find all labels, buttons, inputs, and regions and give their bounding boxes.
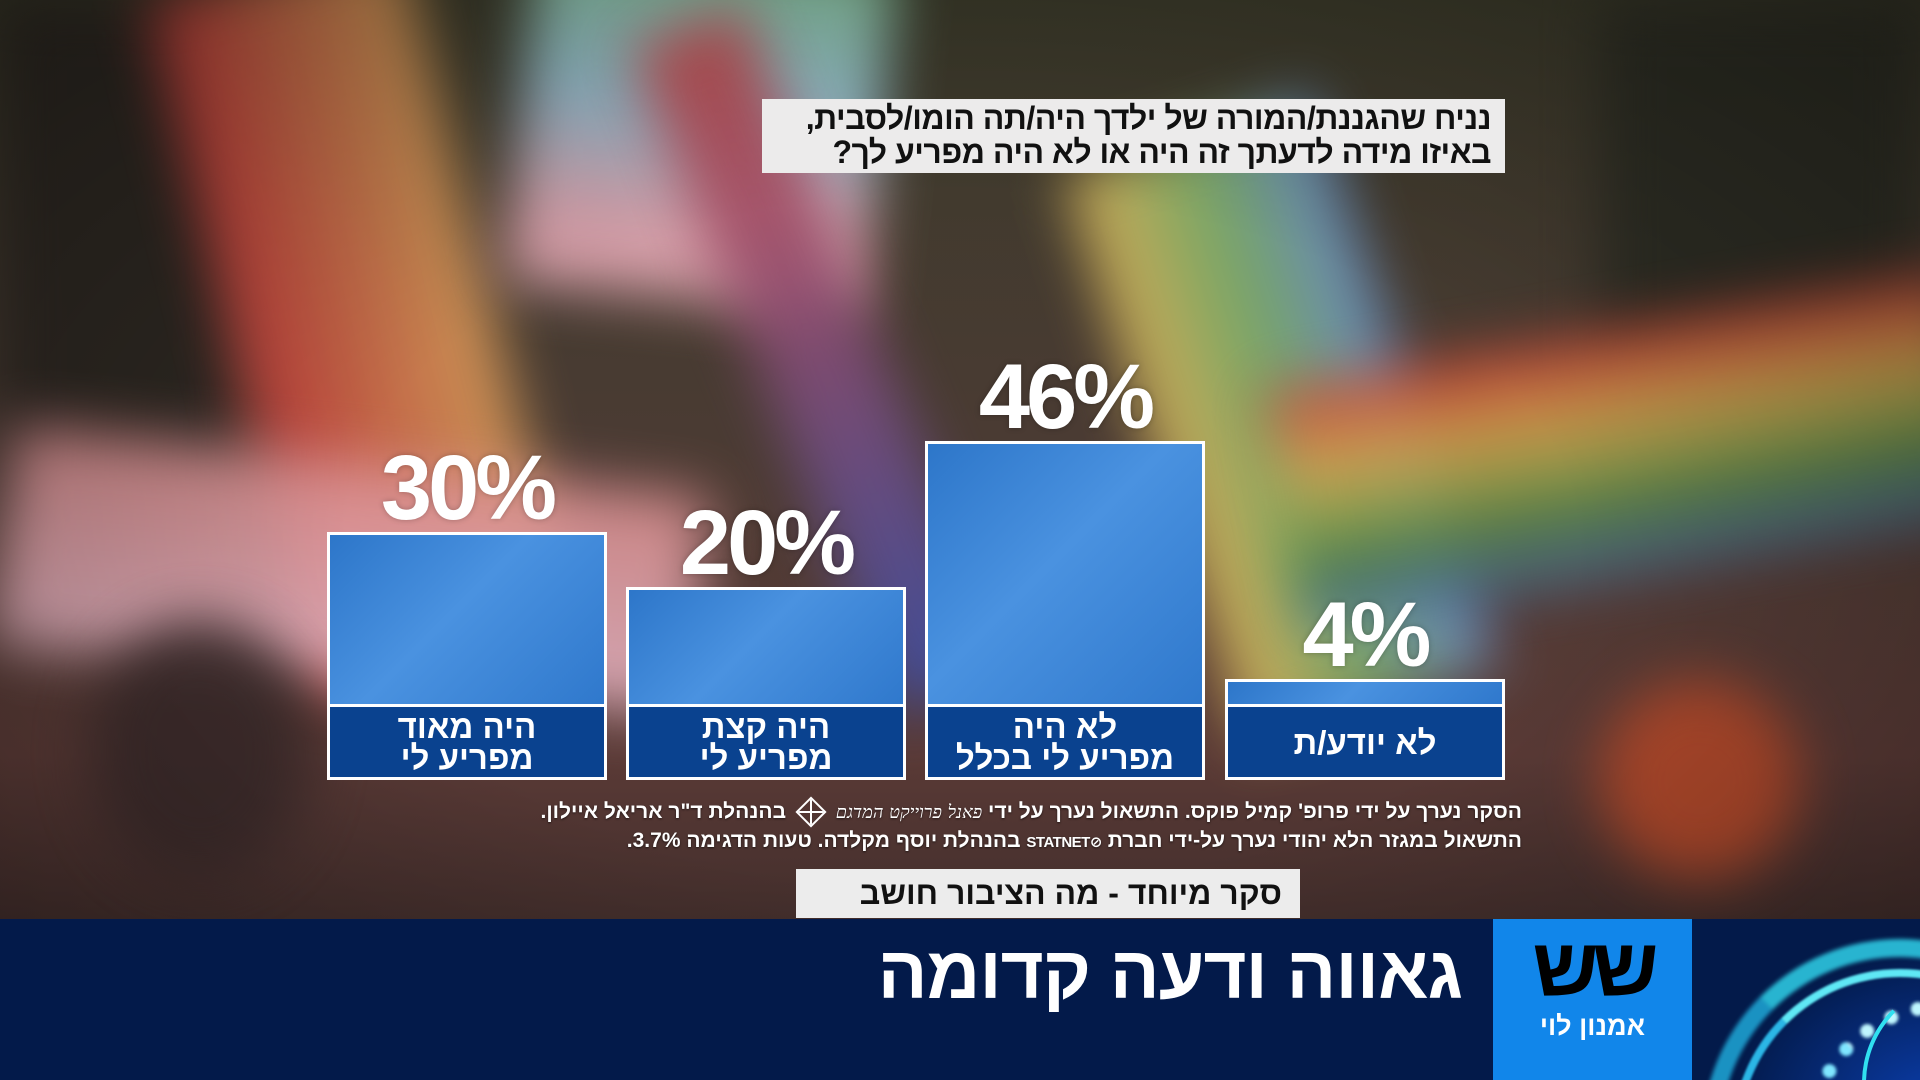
bar-label: לא יודע/ת [1225, 704, 1505, 780]
bar-fill [327, 532, 607, 706]
bar-dont-know: 4% לא יודע/ת [1225, 589, 1505, 780]
statnet-logo: ⊘STATNET [1026, 834, 1102, 851]
diamond-logo-icon [795, 796, 827, 829]
survey-question: נניח שהגננת/המורה של ילדך היה/תה הומו/לס… [762, 99, 1505, 173]
bar-label: היה מאוד מפריע לי [327, 704, 607, 780]
decorative-light-graphic [1692, 919, 1920, 1080]
panel-project-logo: פאנל פרוייקט המדגם [835, 802, 983, 823]
bar-label: לא היה מפריע לי בכלל [925, 704, 1205, 780]
bar-label: היה קצת מפריע לי [626, 704, 906, 780]
bar-very-bothered: 30% היה מאוד מפריע לי [327, 442, 607, 780]
bar-fill [1225, 679, 1505, 706]
lower-third-banner: גאווה ודעה קדומה שש אמנון לוי [0, 919, 1920, 1080]
bar-fill [626, 587, 906, 706]
show-logo-mark: שש [1532, 922, 1658, 1013]
bar-value: 4% [1302, 584, 1432, 686]
bar-somewhat-bothered: 20% היה קצת מפריע לי [626, 497, 906, 780]
survey-source-note: הסקר נערך על ידי פרופ' קמיל פוקס. התשאול… [486, 796, 1522, 857]
source-line-2: התשאול במגזר הלא יהודי נערך על-ידי חברת … [626, 829, 1522, 852]
bar-value: 46% [978, 346, 1155, 448]
source-line-1: הסקר נערך על ידי פרופ' קמיל פוקס. התשאול… [486, 796, 1522, 829]
bar-value: 30% [380, 437, 557, 539]
host-name: אמנון לוי [1539, 1011, 1646, 1041]
bar-not-bothered-at-all: 46% לא היה מפריע לי בכלל [925, 351, 1205, 780]
bar-fill [925, 441, 1205, 706]
question-line-1: נניח שהגננת/המורה של ילדך היה/תה הומו/לס… [805, 100, 1492, 136]
bar-value: 20% [679, 492, 856, 594]
question-line-2: באיזו מידה לדעתך זה היה או לא היה מפריע … [832, 134, 1491, 170]
segment-subtitle: סקר מיוחד - מה הציבור חושב על הלהט"בים? [796, 869, 1300, 960]
program-headline: גאווה ודעה קדומה [877, 931, 1463, 1014]
show-logo: שש אמנון לוי [1493, 919, 1692, 1080]
